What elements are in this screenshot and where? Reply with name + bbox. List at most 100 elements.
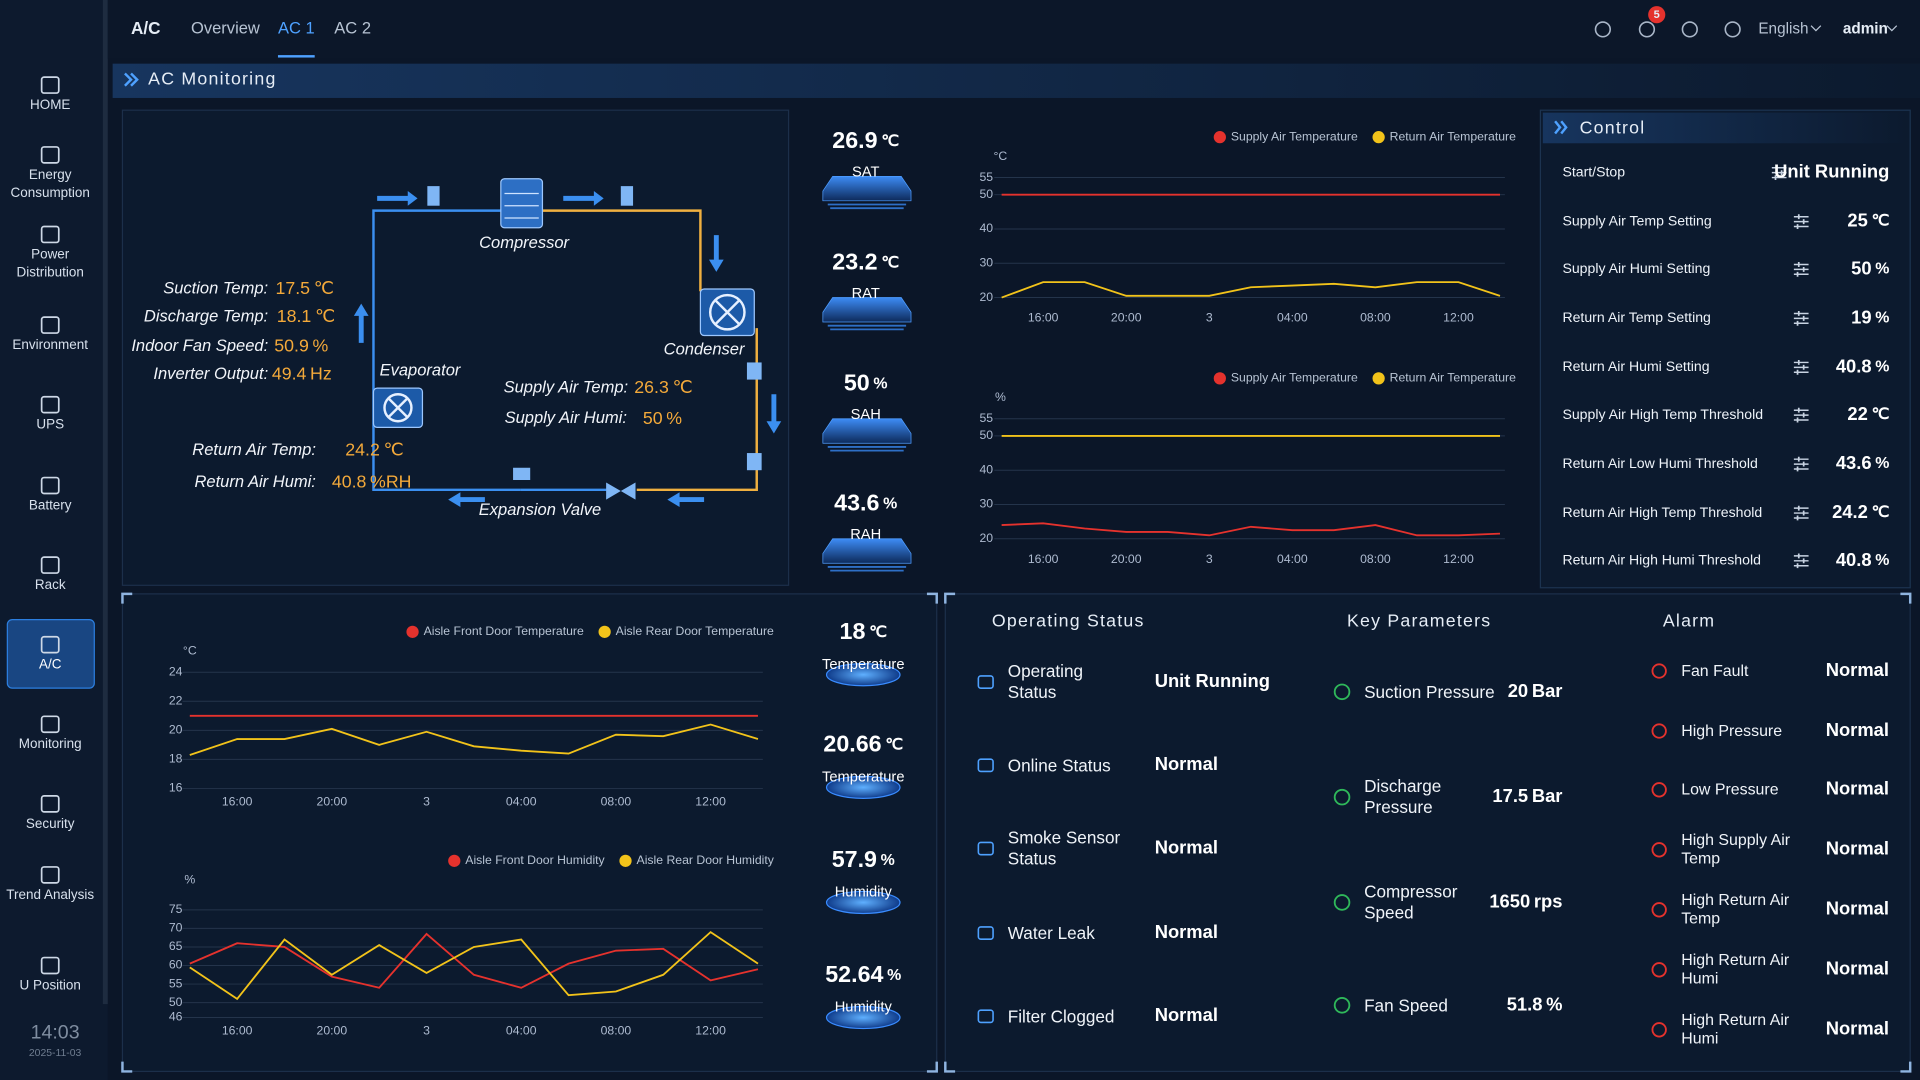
language[interactable]: English — [1758, 20, 1808, 37]
nav-label-box: Environment — [12, 337, 89, 353]
aisle-label: Humidity — [835, 885, 893, 901]
nav-active — [6, 618, 95, 689]
gauge-lines — [827, 203, 907, 210]
reading-unit: ℃ — [673, 377, 693, 397]
setting-icon-knob — [1796, 360, 1805, 375]
setting-icon — [1793, 409, 1809, 421]
alarm-value: Normal — [1826, 719, 1889, 740]
nav-icon — [40, 225, 60, 244]
aisle-value-unit: ℃ — [885, 737, 903, 754]
nav-icon — [40, 715, 60, 734]
legend-label: Return Air Temperature — [1390, 129, 1516, 143]
nav-label[interactable]: Rack — [34, 577, 66, 593]
reading: 17.5 ℃ — [276, 278, 334, 298]
alarm-label: Fan Fault — [1681, 660, 1749, 680]
reading-value: 26.3 — [634, 377, 669, 397]
alarm-count: 5 — [1654, 9, 1660, 21]
alarm-label: High Pressure — [1681, 720, 1783, 740]
x-tick-label: 08:00 — [601, 794, 632, 808]
legend-label: Aisle Rear Door Humidity — [637, 853, 775, 867]
nav-label[interactable]: Energy Consumption — [10, 167, 90, 201]
nav-icon — [40, 635, 60, 654]
y-axis-unit: °C — [183, 644, 197, 658]
legend-dot — [1372, 372, 1385, 385]
param-label-box: Discharge Pressure — [1364, 777, 1441, 817]
y-axis-unit: °C — [994, 149, 1008, 163]
control-value-value: 25 — [1847, 209, 1867, 230]
y-tick-label: 75 — [169, 902, 183, 916]
nav-label[interactable]: Security — [25, 816, 75, 832]
alarm-value: Normal — [1826, 838, 1889, 859]
x-tick-label: 3 — [423, 1023, 430, 1037]
reading-unit: ℃ — [314, 278, 334, 298]
param-icon — [1333, 683, 1351, 701]
section-title: AC Monitoring — [148, 68, 276, 88]
reading-value: 18.1 — [277, 306, 312, 326]
control-icon — [1554, 120, 1568, 135]
user[interactable]: admin — [1843, 20, 1888, 37]
params-title: Key Parameters — [1347, 611, 1491, 631]
nav-label[interactable]: U Position — [19, 978, 81, 994]
alarm-label-box: High Return Air Temp — [1681, 890, 1789, 927]
status-label-box: Water Leak — [1008, 923, 1095, 943]
param-value-value: 51.8 — [1507, 993, 1543, 1014]
reading-label: Inverter Output: — [153, 364, 268, 383]
gauge-label: RAH — [850, 527, 881, 543]
reading-value: 50.9 — [274, 335, 309, 355]
control-value-value: 40.8 — [1836, 549, 1872, 570]
legend-dot — [619, 854, 632, 867]
section-bar — [112, 63, 1920, 98]
gauge-label: SAT — [852, 165, 880, 181]
setting-icon-knob — [1774, 165, 1783, 180]
nav-label[interactable]: Power Distribution — [16, 247, 84, 281]
status-value: Normal — [1155, 836, 1218, 857]
alarm-icon — [1651, 962, 1667, 978]
x-tick-label: 12:00 — [695, 1023, 726, 1037]
y-tick-label: 55 — [169, 976, 183, 990]
nav-label[interactable]: Battery — [28, 498, 72, 514]
gauge-platform — [822, 538, 912, 564]
nav-icon — [40, 316, 60, 334]
header-icon — [1724, 21, 1741, 38]
setting-icon — [1793, 507, 1809, 519]
tab[interactable]: Overview — [191, 19, 260, 38]
nav-label[interactable]: HOME — [30, 97, 71, 113]
aisle-value-unit: ℃ — [869, 624, 887, 641]
status-label-box: Filter Clogged — [1008, 1006, 1115, 1026]
control-value-unit: ℃ — [1872, 504, 1890, 521]
series-line — [189, 930, 759, 1001]
nav-label[interactable]: A/C — [38, 657, 62, 673]
control-label: Return Air High Temp Threshold — [1562, 504, 1762, 520]
param-value-unit: Bar — [1532, 680, 1563, 701]
alarm-icon — [1651, 723, 1667, 739]
status-icon — [977, 926, 994, 940]
y-tick-label: 50 — [979, 428, 993, 442]
param-icon — [1333, 788, 1351, 806]
control-value-unit: % — [1875, 552, 1889, 569]
setting-icon — [1793, 555, 1809, 567]
reading-value: 17.5 — [276, 278, 311, 298]
reading-label: Return Air Temp: — [192, 440, 316, 459]
control-value: 25 ℃ — [1847, 209, 1889, 230]
component-label: Evaporator — [380, 360, 462, 379]
alarm-label-box: High Supply Air Temp — [1681, 830, 1790, 867]
setting-icon-knob — [1796, 311, 1805, 326]
legend-label: Supply Air Temperature — [1231, 129, 1358, 143]
nav-label[interactable]: Monitoring — [18, 737, 82, 752]
aisle-value-value: 18 — [840, 618, 866, 644]
reading: 18.1 ℃ — [277, 306, 335, 326]
nav-label[interactable]: Trend Analysis — [6, 887, 95, 903]
tab[interactable]: AC 2 — [334, 19, 371, 38]
gauge-value-unit: % — [873, 376, 887, 393]
x-tick-label: 16:00 — [222, 1023, 253, 1037]
y-tick-label: 46 — [169, 1010, 183, 1024]
nav-label[interactable]: UPS — [36, 417, 65, 433]
tab-underline — [277, 55, 315, 58]
diagram-panel — [121, 109, 790, 586]
x-tick-label: 20:00 — [317, 794, 348, 808]
nav-label[interactable]: Environment — [12, 337, 89, 353]
status-title: Operating Status — [992, 611, 1145, 631]
gauge-value: 43.6% — [834, 490, 897, 516]
y-tick-label: 16 — [169, 781, 183, 795]
tab[interactable]: AC 1 — [278, 19, 315, 38]
